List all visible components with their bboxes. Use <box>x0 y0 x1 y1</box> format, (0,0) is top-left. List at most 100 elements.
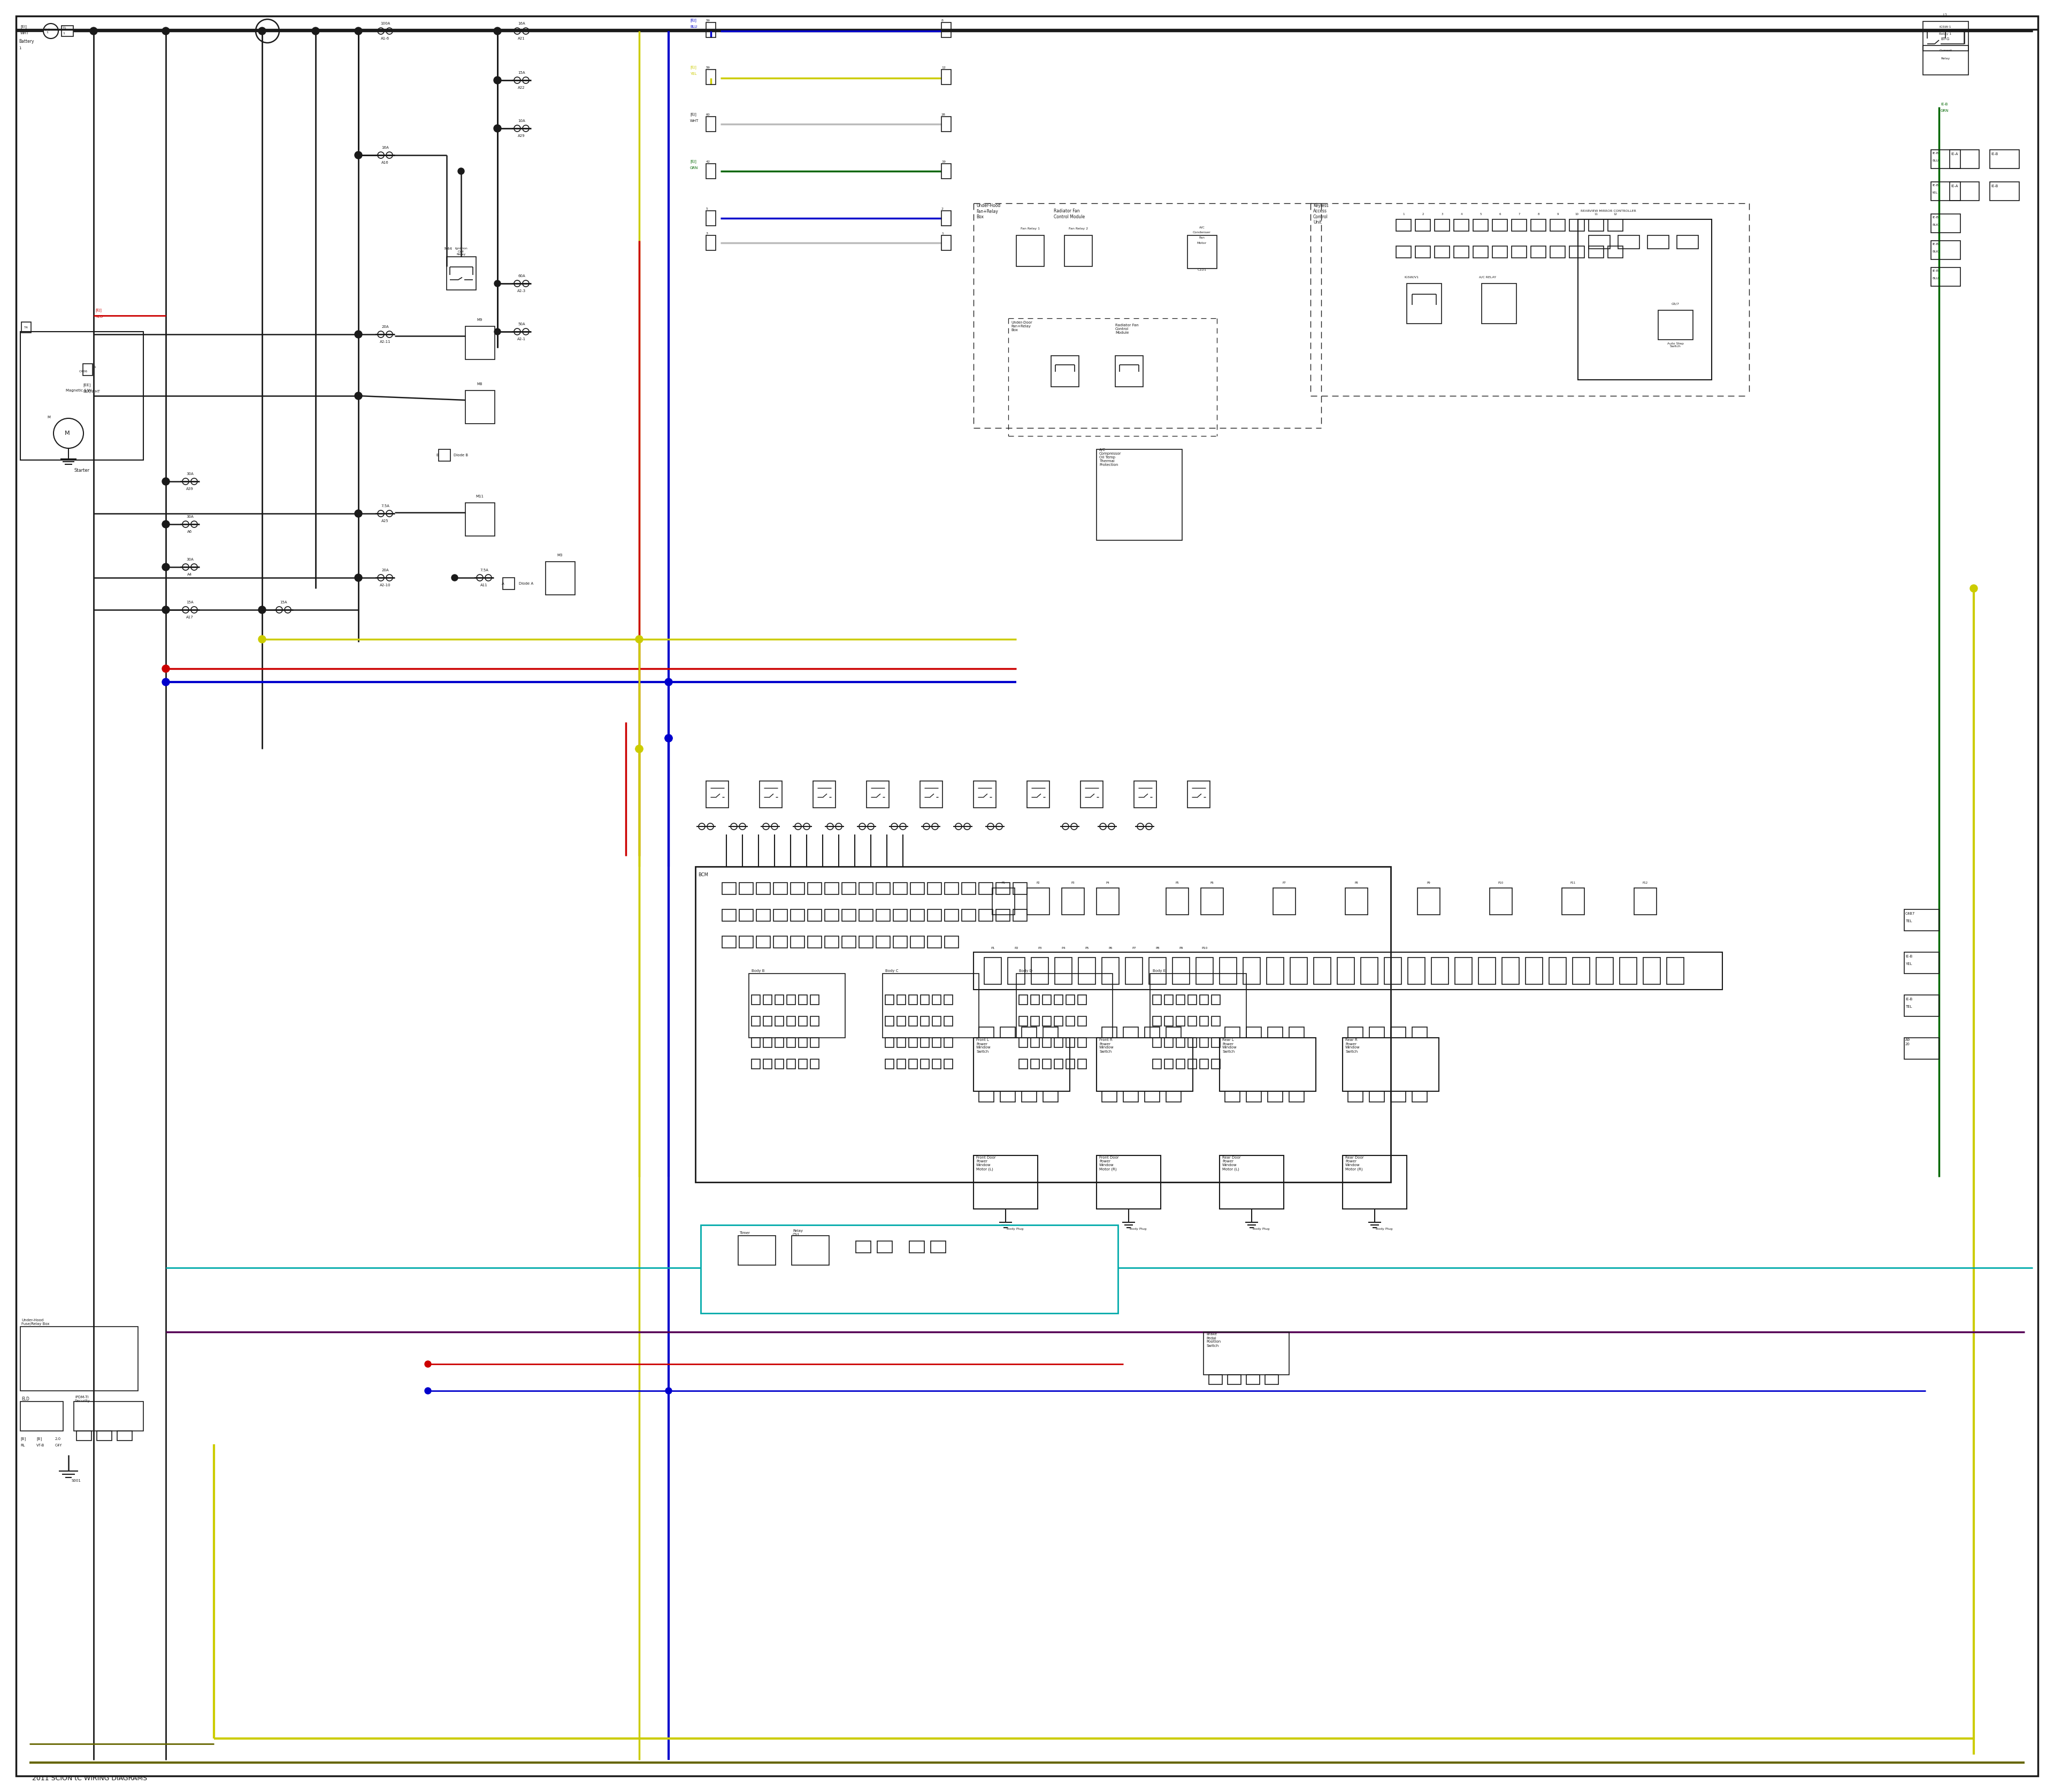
Bar <box>893 935 908 948</box>
Bar <box>752 1038 760 1047</box>
Text: P1: P1 <box>1002 882 1004 883</box>
Bar <box>885 995 893 1005</box>
Text: [EE]: [EE] <box>82 383 90 387</box>
Text: 60: 60 <box>707 113 711 116</box>
Bar <box>1212 1059 1220 1068</box>
Text: WHT: WHT <box>21 32 29 34</box>
Bar <box>898 1016 906 1027</box>
Bar <box>1031 957 1048 984</box>
Bar <box>1144 1091 1161 1102</box>
Bar <box>752 1059 760 1068</box>
Text: GRN: GRN <box>1941 109 1949 113</box>
Bar <box>885 1059 893 1068</box>
Bar <box>774 1038 785 1047</box>
Text: 59: 59 <box>707 66 711 68</box>
Bar <box>945 1016 953 1027</box>
Bar <box>707 116 715 131</box>
Bar <box>807 883 822 894</box>
Text: A4: A4 <box>187 573 193 575</box>
Bar <box>1200 995 1208 1005</box>
Bar <box>1052 357 1078 387</box>
Bar <box>1134 781 1156 808</box>
Text: Relay 1: Relay 1 <box>1939 32 1951 36</box>
Bar <box>877 883 889 894</box>
Text: Auto Step
Switch: Auto Step Switch <box>1668 342 1684 348</box>
Bar <box>1265 1374 1278 1385</box>
Bar <box>1043 1038 1052 1047</box>
Text: 59: 59 <box>707 20 711 22</box>
Text: Rear Door
Power
Window
Motor (R): Rear Door Power Window Motor (R) <box>1345 1156 1364 1170</box>
Bar <box>1212 995 1220 1005</box>
Circle shape <box>493 27 501 34</box>
Text: L1: L1 <box>1943 13 1947 16</box>
Text: [EI]: [EI] <box>21 25 27 29</box>
Bar <box>1635 889 1658 914</box>
Text: S001: S001 <box>72 1478 80 1482</box>
Bar <box>910 1242 924 1253</box>
Circle shape <box>162 478 170 486</box>
Text: P12: P12 <box>1643 882 1647 883</box>
Bar <box>980 1091 994 1102</box>
Bar <box>826 883 838 894</box>
Bar <box>1343 1038 1440 1091</box>
Bar <box>1619 235 1639 249</box>
Bar <box>1551 246 1565 258</box>
Bar <box>857 1242 871 1253</box>
Bar <box>1177 995 1185 1005</box>
Bar <box>1931 181 1960 201</box>
Bar <box>791 935 805 948</box>
Bar <box>1054 995 1062 1005</box>
Text: Diode B: Diode B <box>454 453 468 457</box>
Bar <box>928 883 941 894</box>
Circle shape <box>162 606 170 613</box>
Text: 3: 3 <box>707 231 709 235</box>
Text: T1: T1 <box>62 27 66 29</box>
Circle shape <box>425 1387 431 1394</box>
Bar <box>1315 957 1331 984</box>
Bar <box>1343 1156 1407 1210</box>
Bar <box>1078 1059 1087 1068</box>
Bar <box>1019 1038 1027 1047</box>
Text: BT-G: BT-G <box>1941 38 1949 41</box>
Bar <box>1658 310 1692 340</box>
Text: A6: A6 <box>187 530 193 534</box>
Text: Current: Current <box>1939 50 1951 52</box>
Bar <box>1415 246 1430 258</box>
Text: Rear L
Power
Window
Switch: Rear L Power Window Switch <box>1222 1039 1237 1054</box>
Bar <box>1434 246 1450 258</box>
Bar <box>1347 1027 1364 1038</box>
Bar <box>933 1059 941 1068</box>
Bar <box>1569 246 1584 258</box>
Bar <box>1512 219 1526 231</box>
Circle shape <box>493 77 501 84</box>
Text: [EJ]: [EJ] <box>690 159 696 163</box>
Bar <box>898 1038 906 1047</box>
Text: Condenser: Condenser <box>1193 231 1212 235</box>
Text: P3: P3 <box>1037 946 1041 950</box>
Bar <box>707 23 715 38</box>
Text: [EJ]: [EJ] <box>690 18 696 22</box>
Bar <box>941 70 951 84</box>
Text: P5: P5 <box>1175 882 1179 883</box>
Bar <box>1990 151 2019 168</box>
Bar <box>1473 246 1487 258</box>
Text: P2: P2 <box>1037 882 1039 883</box>
Bar <box>1666 957 1684 984</box>
Text: P4: P4 <box>1105 882 1109 883</box>
Bar <box>546 561 575 595</box>
Bar <box>1621 957 1637 984</box>
Circle shape <box>355 511 362 516</box>
Bar <box>1220 957 1237 984</box>
Text: 20A: 20A <box>382 568 388 572</box>
Text: 1: 1 <box>94 366 97 369</box>
Bar <box>764 1059 772 1068</box>
Text: A25: A25 <box>382 520 388 523</box>
Text: 100A: 100A <box>380 22 390 25</box>
Text: VT-B: VT-B <box>37 1444 45 1446</box>
Circle shape <box>495 77 501 84</box>
Bar <box>1126 957 1142 984</box>
Bar <box>1224 1091 1241 1102</box>
Text: A11: A11 <box>481 584 487 586</box>
Bar <box>910 909 924 921</box>
Bar <box>1017 235 1043 267</box>
